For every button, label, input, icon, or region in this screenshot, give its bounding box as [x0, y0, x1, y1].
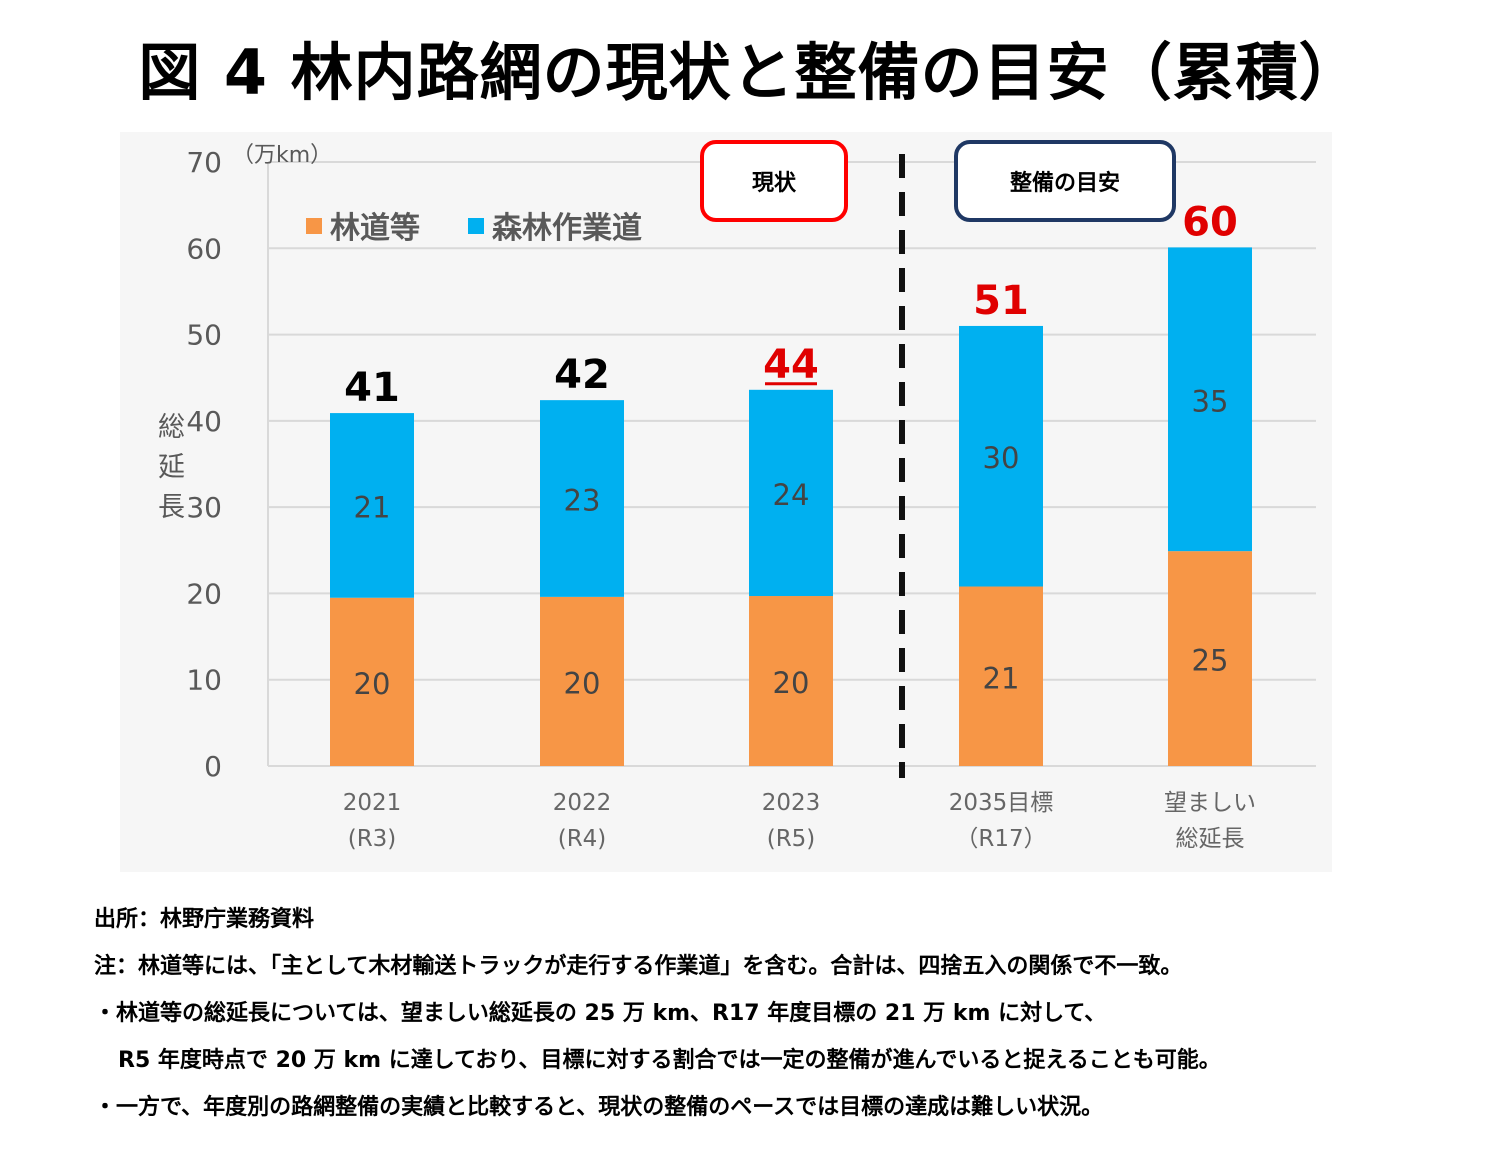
x-category-sublabel: (R3) [348, 826, 397, 852]
bullet-note-1-continued: R5 年度時点で 20 万 km に達しており、目標に対する割合では一定の整備が… [118, 1048, 1221, 1073]
segment-value-label: 20 [354, 667, 391, 701]
page-title: 図 4 林内路網の現状と整備の目安（累積） [138, 36, 1362, 109]
bar-segment-rindo [1168, 551, 1252, 766]
segment-value-label: 21 [983, 661, 1020, 695]
bar-segment-rindo [330, 597, 414, 766]
current-status-label: 現状 [752, 171, 797, 196]
x-category-sublabel: 総延長 [1176, 826, 1245, 852]
bar-segment-rindo [540, 596, 624, 766]
legend-swatch [468, 218, 484, 234]
segment-value-label: 20 [773, 666, 810, 700]
segment-value-label: 35 [1192, 384, 1229, 418]
bar-segment-sagyodo [330, 413, 414, 598]
bar-segment-sagyodo [749, 389, 833, 597]
legend-label: 林道等 [330, 211, 420, 246]
x-category-label: 2022 [553, 790, 612, 816]
segment-value-label: 24 [773, 478, 810, 512]
bar-segment-rindo [959, 586, 1043, 766]
bar-segment-sagyodo [959, 325, 1043, 587]
x-category-label: 2021 [343, 790, 402, 816]
bullet-note-2: ・一方で、年度別の路網整備の実績と比較すると、現状の整備のペースでは目標の達成は… [94, 1095, 1104, 1120]
segment-value-label: 25 [1192, 644, 1229, 678]
segment-value-label: 23 [564, 484, 601, 518]
y-tick-label: 40 [186, 405, 222, 438]
current-status-box [700, 140, 848, 222]
y-tick-label: 30 [186, 491, 222, 524]
x-category-sublabel: （R17） [955, 826, 1046, 852]
y-tick-label: 0 [204, 750, 222, 783]
total-value-label: 44 [763, 342, 819, 388]
total-value-label: 42 [554, 352, 610, 398]
y-tick-label: 70 [186, 146, 222, 179]
chart-area: 0 10 20 30 40 50 60 70 （万km）総延長 20 21 41 2021 (R3) 20 2… [120, 132, 1332, 872]
target-guideline-box [954, 140, 1176, 222]
x-category-sublabel: (R5) [767, 826, 816, 852]
bar-segment-sagyodo [1168, 247, 1252, 552]
x-category-label: 望ましい [1164, 790, 1256, 816]
bar-segment-sagyodo [540, 400, 624, 597]
bar-segment-rindo [749, 596, 833, 766]
total-value-label: 41 [344, 365, 400, 411]
x-category-label: 2023 [762, 790, 821, 816]
segment-value-label: 20 [564, 666, 601, 700]
total-value-label: 51 [973, 278, 1029, 324]
bullet-note-1: ・林道等の総延長については、望ましい総延長の 25 万 km、R17 年度目標の… [94, 1001, 1107, 1026]
y-tick-label: 20 [186, 577, 222, 610]
segment-value-label: 30 [983, 441, 1020, 475]
x-category-sublabel: (R4) [558, 826, 607, 852]
x-category-label: 2035目標 [949, 790, 1054, 816]
y-tick-label: 50 [186, 319, 222, 352]
target-guideline-label: 整備の目安 [1010, 170, 1120, 196]
segment-value-label: 21 [354, 490, 391, 524]
y-axis-label-char: 長 [158, 492, 185, 523]
footnote: 注：林道等には、「主として木材輸送トラックが走行する作業道」を含む。合計は、四捨… [94, 954, 1183, 979]
y-axis-label-char: 総 [158, 412, 185, 443]
legend-label: 森林作業道 [492, 211, 642, 246]
legend-swatch [306, 218, 322, 234]
y-tick-label: 10 [186, 664, 222, 697]
y-axis-label-char: 延 [158, 452, 185, 483]
y-tick-label: 60 [186, 232, 222, 265]
source-note: 出所：林野庁業務資料 [94, 907, 315, 932]
unit-label: （万km） [232, 143, 332, 168]
total-value-label: 60 [1182, 199, 1238, 245]
notes-section: 出所：林野庁業務資料 注：林道等には、「主として木材輸送トラックが走行する作業道… [94, 900, 1474, 1135]
